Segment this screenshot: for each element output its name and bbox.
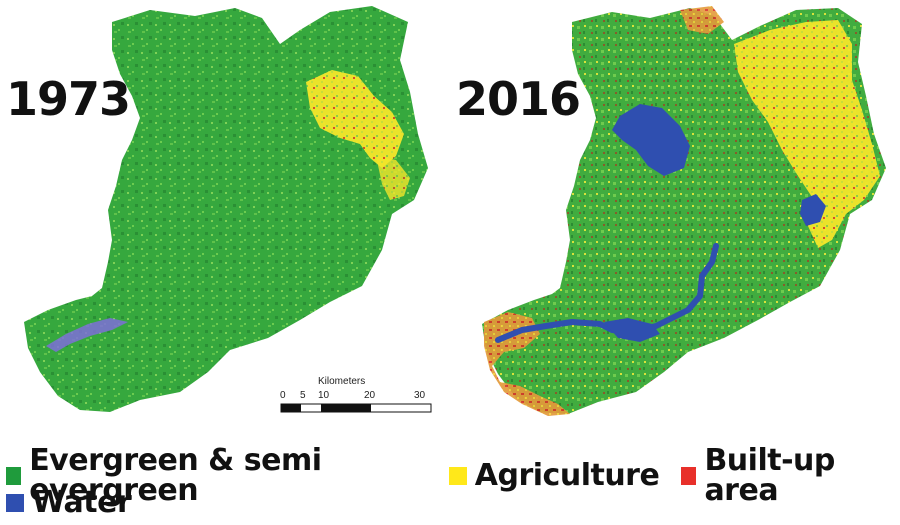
legend: Evergreen & semi evergreen Agriculture B… [0, 444, 900, 525]
region-2016-water-reservoir [604, 318, 660, 342]
region-2016-water-east [800, 194, 826, 226]
legend-swatch-agriculture [448, 467, 467, 485]
legend-item-evergreen: Evergreen & semi evergreen [0, 446, 427, 506]
region-1973-water [46, 318, 128, 352]
legend-item-agriculture: Agriculture [443, 461, 660, 491]
scale-bar-title: Kilometers [318, 376, 365, 387]
map-comparison: Kilometers 0 5 10 20 30 1973 2016 [6, 6, 886, 416]
legend-swatch-water [6, 494, 24, 512]
legend-item-water: Water [0, 485, 132, 520]
land-cover-maps: Kilometers 0 5 10 20 30 [24, 6, 886, 416]
legend-row-2: Water [0, 488, 147, 518]
scale-bar-seg-1 [281, 404, 301, 412]
region-2016-builtup-north [680, 6, 724, 34]
map-2016 [482, 6, 886, 416]
legend-swatch-builtup [681, 467, 697, 485]
region-1973-evergreen [24, 6, 428, 412]
legend-swatch-evergreen [6, 467, 22, 485]
scale-tick-5: 5 [300, 390, 306, 401]
region-2016-agriculture [734, 20, 880, 248]
region-1973-agriculture [306, 70, 404, 168]
scale-tick-0: 0 [280, 390, 286, 401]
scale-bar-seg-2 [321, 404, 371, 412]
region-2016-water-lake [612, 104, 690, 176]
year-label-right: 2016 [456, 72, 581, 126]
year-label-left: 1973 [6, 72, 131, 126]
region-1973-agriculture-2 [376, 156, 410, 200]
legend-label-builtup: Built-up area [704, 443, 835, 508]
legend-label-evergreen: Evergreen & semi evergreen [29, 443, 322, 508]
scale-tick-20: 20 [364, 390, 376, 401]
legend-label-agriculture: Agriculture [474, 458, 660, 493]
legend-row-1: Evergreen & semi evergreen Agriculture B… [0, 446, 900, 506]
scale-bar: Kilometers 0 5 10 20 30 [280, 376, 432, 413]
map-1973 [24, 6, 428, 412]
scale-tick-30: 30 [414, 390, 426, 401]
legend-item-builtup: Built-up area [675, 446, 884, 506]
scale-tick-10: 10 [318, 390, 330, 401]
legend-label-water: Water [32, 485, 132, 520]
